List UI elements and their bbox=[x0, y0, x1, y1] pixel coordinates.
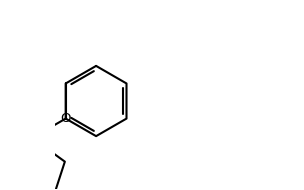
Text: O: O bbox=[60, 112, 71, 125]
